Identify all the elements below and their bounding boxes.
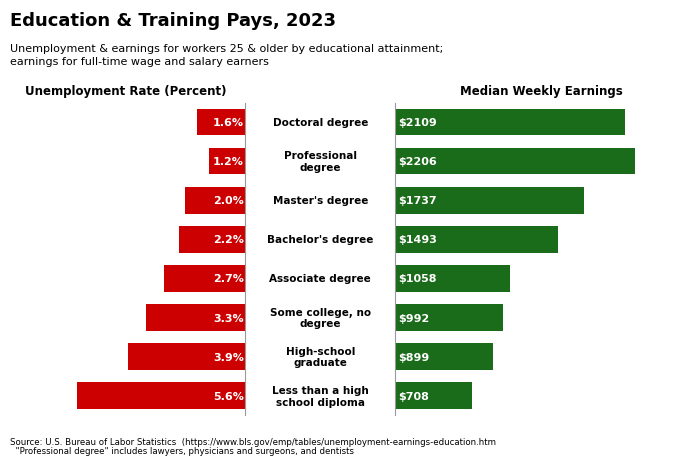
Text: 1.2%: 1.2% [213,157,244,167]
Bar [395,305,503,331]
Bar [197,110,245,136]
Bar [395,188,584,214]
Bar [179,227,245,253]
Bar [165,266,245,292]
Bar [395,383,472,409]
Text: $1058: $1058 [398,274,436,284]
Text: Master's degree: Master's degree [272,196,368,206]
Bar [77,383,245,409]
Text: Education & Training Pays, 2023: Education & Training Pays, 2023 [10,11,336,29]
Bar [129,344,245,370]
Text: 3.9%: 3.9% [213,352,244,362]
Text: $1737: $1737 [398,196,436,206]
Text: Associate degree: Associate degree [270,274,371,284]
Text: $708: $708 [398,391,429,401]
Text: "Professional degree" includes lawyers, physicians and surgeons, and dentists: "Professional degree" includes lawyers, … [10,446,354,455]
Text: Some college, no
degree: Some college, no degree [270,307,371,329]
Text: 5.6%: 5.6% [213,391,244,401]
Text: $899: $899 [398,352,429,362]
Text: 2.0%: 2.0% [213,196,244,206]
Bar [395,110,625,136]
Text: $2109: $2109 [398,118,436,128]
Bar [209,149,245,175]
Text: 3.3%: 3.3% [213,313,244,323]
Text: Unemployment & earnings for workers 25 & older by educational attainment;
earnin: Unemployment & earnings for workers 25 &… [10,44,443,67]
Text: $992: $992 [398,313,429,323]
Text: High-school
graduate: High-school graduate [286,346,355,368]
Bar [395,149,635,175]
Title: Unemployment Rate (Percent): Unemployment Rate (Percent) [26,85,227,98]
Text: 2.2%: 2.2% [213,235,244,245]
Title: Median Weekly Earnings: Median Weekly Earnings [460,85,623,98]
Text: $1493: $1493 [398,235,436,245]
Text: Source: U.S. Bureau of Labor Statistics  (https://www.bls.gov/emp/tables/unemplo: Source: U.S. Bureau of Labor Statistics … [10,437,496,446]
Text: 1.6%: 1.6% [213,118,244,128]
Bar [395,227,557,253]
Bar [395,344,493,370]
Bar [395,266,510,292]
Text: Professional
degree: Professional degree [284,151,357,173]
Text: Less than a high
school diploma: Less than a high school diploma [272,385,368,407]
Text: 2.7%: 2.7% [213,274,244,284]
Text: $2206: $2206 [398,157,436,167]
Text: Bachelor's degree: Bachelor's degree [267,235,373,245]
Bar [186,188,245,214]
Bar [147,305,245,331]
Text: Doctoral degree: Doctoral degree [272,118,368,128]
